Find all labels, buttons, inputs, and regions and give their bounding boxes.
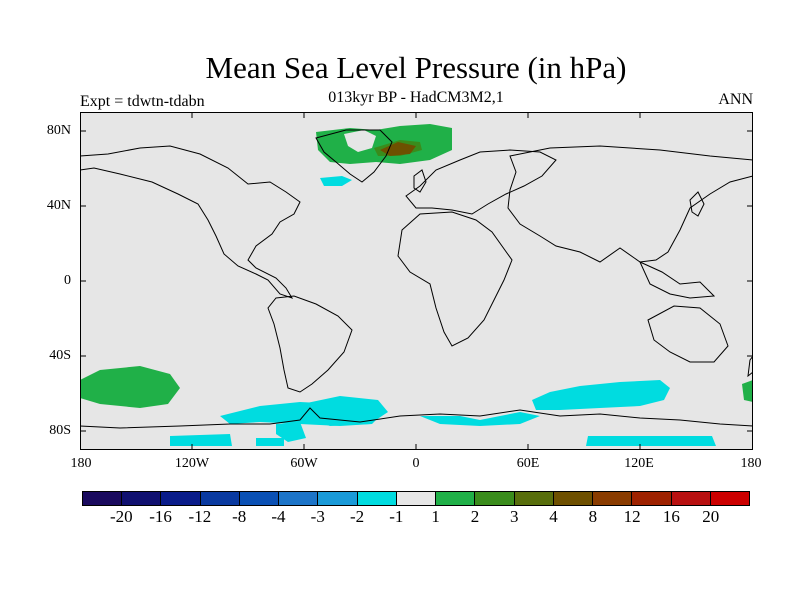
- y-tick-40s: 40S: [49, 348, 71, 363]
- experiment-label: Expt = tdwtn-tdabn: [80, 93, 205, 110]
- x-tick-180e: 180: [740, 456, 762, 471]
- colorbar-swatch: [436, 492, 476, 505]
- coast-north-america: [80, 145, 301, 299]
- axis-ticks: [80, 112, 753, 450]
- colorbar-swatch: [200, 492, 240, 505]
- colorbar-label: 1: [431, 507, 440, 526]
- colorbar-swatch: [161, 492, 201, 505]
- y-tick-0: 0: [64, 273, 71, 288]
- colorbar-label: -16: [149, 507, 172, 526]
- colorbar-swatch: [514, 492, 554, 505]
- anomaly-south-edge-cyan-2: [256, 438, 284, 446]
- colorbar-label: -3: [310, 507, 325, 526]
- coast-asia: [507, 145, 753, 263]
- colorbar-label: -12: [188, 507, 212, 526]
- coastlines: [80, 129, 753, 429]
- colorbar-label: 8: [588, 507, 598, 526]
- anomaly-south-edge-cyan-3: [586, 436, 716, 446]
- colorbar-swatch: [122, 492, 162, 505]
- colorbar-swatch: [553, 492, 594, 505]
- coast-greenland: [315, 129, 393, 183]
- anomaly-indian-ocean-green: [742, 380, 753, 402]
- coast-europe: [405, 149, 557, 215]
- x-tick-180w: 180: [70, 456, 92, 471]
- colorbar-swatch: [318, 492, 358, 505]
- colorbar-label: 4: [549, 507, 558, 526]
- anomaly-fills: [80, 124, 753, 446]
- colorbar-swatch: [671, 492, 711, 505]
- x-tick-60e: 60E: [516, 456, 540, 471]
- anomaly-atlantic-cyan: [320, 176, 352, 186]
- anomaly-greenland-white: [344, 130, 376, 152]
- colorbar-swatch: [357, 492, 397, 505]
- chart-title: Mean Sea Level Pressure (in hPa): [205, 50, 627, 85]
- map-plot: [80, 112, 753, 450]
- colorbar-swatch: [83, 492, 123, 505]
- anomaly-antarctic-coast-cyan: [420, 412, 540, 426]
- coast-africa: [397, 211, 513, 347]
- colorbar-swatch: [396, 492, 437, 505]
- colorbar-swatch: [710, 492, 749, 505]
- anomaly-ross-cyan: [276, 422, 306, 442]
- colorbar-swatch: [279, 492, 319, 505]
- coast-australia: [647, 305, 729, 363]
- y-tick-40n: 40N: [46, 198, 71, 213]
- colorbar-swatch: [632, 492, 672, 505]
- colorbar-label: 16: [662, 507, 680, 526]
- colorbar-swatch: [239, 492, 280, 505]
- colorbar-label: -8: [232, 507, 247, 526]
- chart-subtitle: 013kyr BP - HadCM3M2,1: [328, 89, 504, 106]
- colorbar-label: -2: [349, 507, 365, 526]
- colorbar-label: -20: [109, 507, 133, 526]
- anomaly-indian-southern-cyan: [532, 380, 670, 410]
- x-tick-120w: 120W: [174, 456, 210, 471]
- colorbar-label: 20: [702, 507, 720, 526]
- colorbar: [82, 491, 750, 506]
- coast-south-america: [267, 295, 353, 393]
- anomaly-south-edge-cyan-1: [170, 434, 232, 446]
- coast-southeast-asia: [638, 260, 716, 299]
- anomaly-south-pacific-green: [80, 366, 180, 408]
- x-tick-120e: 120E: [624, 456, 654, 471]
- colorbar-label: -4: [271, 507, 286, 526]
- coast-uk: [413, 169, 427, 193]
- x-tick-0: 0: [412, 456, 420, 471]
- y-tick-80n: 80N: [46, 123, 71, 138]
- colorbar-label: 2: [470, 507, 480, 526]
- y-tick-80s: 80S: [49, 423, 71, 438]
- anomaly-north-atlantic-brown: [380, 142, 416, 156]
- colorbar-label: 12: [623, 507, 641, 526]
- colorbar-swatch: [593, 492, 633, 505]
- season-label: ANN: [718, 91, 753, 108]
- x-tick-60w: 60W: [290, 456, 318, 471]
- coast-antarctica: [80, 407, 753, 429]
- coast-japan: [689, 191, 705, 217]
- colorbar-label: 3: [509, 507, 519, 526]
- colorbar-label: -1: [389, 507, 404, 526]
- colorbar-swatch: [475, 492, 515, 505]
